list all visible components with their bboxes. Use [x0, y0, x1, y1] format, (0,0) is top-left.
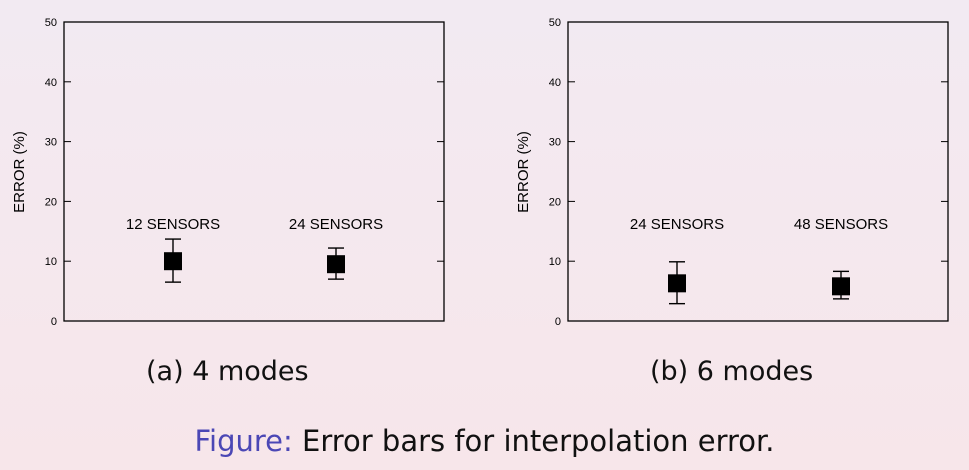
panel-b-plot-frame	[567, 21, 949, 322]
subcaption-a: (a) 4 modes	[146, 356, 309, 387]
panel-a-ytick-label: 50	[45, 17, 57, 29]
panel-a-plot-frame	[63, 21, 445, 322]
panel-a-ytick-label: 40	[45, 77, 57, 89]
figure-caption-text: Error bars for interpolation error.	[302, 424, 775, 458]
charts-svg: 0 10 20 30 40 50 ERROR (%) 12 SENSORS 24 SENSORS…	[11, 17, 949, 328]
panel-a-point-label: 24 SENSORS	[289, 216, 383, 233]
panel-b-ytick-label: 50	[549, 17, 561, 29]
panel-b-ytick-label: 20	[549, 196, 561, 208]
panel-b-y-axis-label: ERROR (%)	[515, 131, 532, 213]
panel-a-ytick-label: 10	[45, 256, 57, 268]
figure-caption: Figure: Error bars for interpolation err…	[0, 424, 969, 458]
panel-a-data-point	[164, 252, 182, 271]
panel-b-ytick-label: 0	[555, 316, 561, 328]
panel-b-data-point	[832, 277, 850, 296]
panel-a-ytick-label: 0	[51, 316, 57, 328]
panel-b-ytick-label: 10	[549, 256, 561, 268]
panel-b-point-label: 48 SENSORS	[794, 216, 888, 233]
panel-b-ytick-label: 30	[549, 137, 561, 149]
panel-a-data-point	[327, 255, 345, 274]
panel-a-point-label: 12 SENSORS	[126, 216, 220, 233]
subcaption-b: (b) 6 modes	[650, 356, 814, 387]
panel-a-ytick-label: 30	[45, 137, 57, 149]
panel-a-ytick-label: 20	[45, 196, 57, 208]
panel-a-y-axis-label: ERROR (%)	[11, 131, 28, 213]
panel-b-point-label: 24 SENSORS	[630, 216, 724, 233]
figure-caption-label: Figure:	[194, 424, 293, 458]
panel-b-data-point	[668, 274, 686, 293]
panel-b-ytick-label: 40	[549, 77, 561, 89]
